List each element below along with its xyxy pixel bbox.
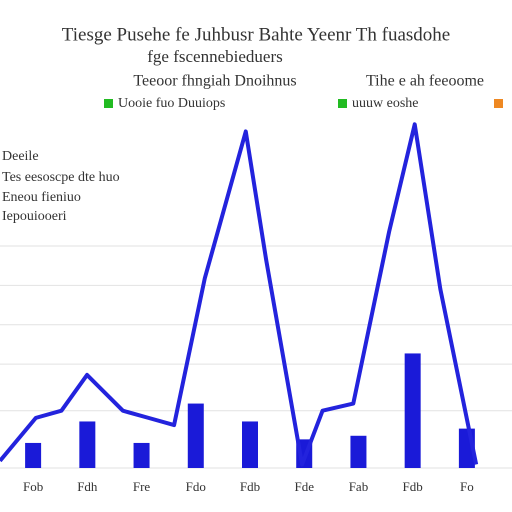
chart-title: Tiesge Pusehe fe Juhbusr Bahte Yeenr Th … [62,24,450,45]
legend-label: Uooie fuo Duuiops [118,96,225,111]
bar [79,421,96,468]
x-tick-label: Fdb [403,479,423,494]
x-tick-label: Fab [349,479,369,494]
bar [242,421,258,468]
annotation: Eneou fieniuo [2,190,81,205]
x-tick-label: Fde [294,479,314,494]
legend-swatch [494,99,503,108]
bar [187,403,204,468]
annotation: Deeile [2,149,39,164]
x-tick-label: Fre [133,479,151,494]
legend-swatch [338,99,347,108]
subtitle-right: Tihe e ah feeoome [366,73,484,90]
legend-label: uuuw eoshe [352,96,419,111]
legend-swatch [104,99,113,108]
chart-subtitle: fge fscennebieduers [147,47,282,66]
subtitle-left: Teeoor fhngiah Dnoihnus [133,73,296,90]
line [0,122,479,467]
x-tick-label: Fo [460,479,474,494]
bar [350,435,367,468]
x-tick-label: Fdo [186,479,206,494]
x-tick-label: Fob [23,479,43,494]
bar [133,442,150,468]
bar [25,442,42,468]
annotation: Iepouiooeri [2,209,67,224]
annotation: Tes eesoscpe dte huo [2,170,120,185]
x-tick-label: Fdb [240,479,260,494]
bar [404,353,421,468]
x-tick-label: Fdh [77,479,98,494]
